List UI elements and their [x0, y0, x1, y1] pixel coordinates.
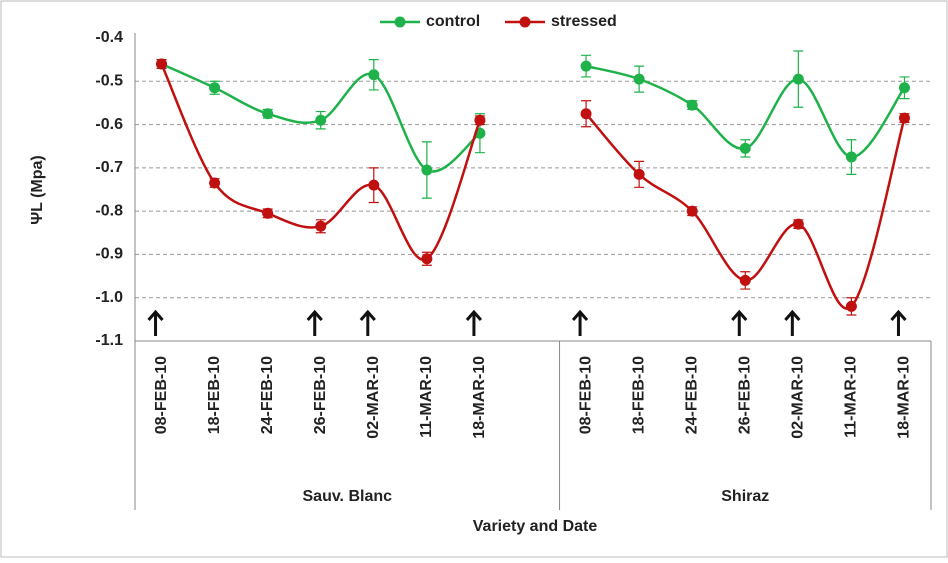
legend-label: stressed — [551, 13, 617, 30]
point — [686, 99, 698, 111]
y-tick-label: -0.4 — [95, 29, 123, 46]
x-axis-label: Variety and Date — [473, 518, 598, 535]
series-line — [585, 112, 906, 310]
legend-label: control — [426, 13, 480, 30]
point — [209, 177, 221, 189]
point — [368, 69, 380, 81]
point — [474, 114, 486, 126]
point — [633, 73, 645, 85]
point — [315, 220, 327, 232]
point — [686, 205, 698, 217]
point — [421, 253, 433, 265]
point — [315, 114, 327, 126]
point — [739, 274, 751, 286]
y-tick-label: -1.1 — [95, 332, 123, 349]
point — [792, 73, 804, 85]
x-tick-label: 26-FEB-10 — [312, 356, 329, 434]
x-tick-label: 26-FEB-10 — [736, 356, 753, 434]
y-tick-label: -0.7 — [95, 159, 123, 176]
point — [633, 168, 645, 180]
x-tick-label: 02-MAR-10 — [790, 356, 807, 439]
legend-marker — [394, 16, 406, 28]
point — [898, 112, 910, 124]
x-tick-label: 24-FEB-10 — [683, 356, 700, 434]
event-arrow — [731, 309, 748, 336]
point — [421, 164, 433, 176]
x-tick-label: 08-FEB-10 — [153, 356, 170, 434]
point — [262, 108, 274, 120]
event-arrow — [784, 309, 801, 336]
point — [792, 218, 804, 230]
event-arrow — [147, 309, 164, 336]
point — [845, 151, 857, 163]
y-axis-label: ΨL (Mpa) — [29, 155, 46, 225]
event-arrow — [465, 309, 483, 336]
x-tick-label: 18-FEB-10 — [630, 356, 647, 434]
point — [739, 142, 751, 154]
point — [898, 82, 910, 94]
event-arrow — [890, 309, 907, 336]
point — [156, 58, 168, 70]
event-arrow — [359, 309, 376, 336]
y-tick-label: -1.0 — [95, 289, 123, 306]
point — [262, 207, 274, 219]
x-tick-label: 18-FEB-10 — [206, 356, 223, 434]
event-arrow — [306, 309, 323, 336]
x-tick-label: 18-MAR-10 — [896, 356, 913, 439]
y-tick-label: -0.9 — [95, 246, 123, 263]
group-label: Sauv. Blanc — [303, 488, 393, 505]
event-arrow — [571, 309, 589, 336]
x-tick-label: 24-FEB-10 — [259, 356, 276, 434]
x-tick-label: 11-MAR-10 — [418, 356, 435, 438]
x-tick-label: 11-MAR-10 — [843, 356, 860, 438]
legend-marker — [519, 16, 531, 28]
point — [580, 108, 592, 120]
point — [209, 82, 221, 94]
x-tick-label: 08-FEB-10 — [577, 356, 594, 434]
x-tick-label: 18-MAR-10 — [471, 356, 488, 439]
y-tick-label: -0.6 — [95, 116, 123, 133]
point — [580, 60, 592, 72]
x-tick-label: 02-MAR-10 — [365, 356, 382, 439]
y-tick-label: -0.8 — [95, 202, 123, 219]
point — [845, 300, 857, 312]
group-label: Shiraz — [721, 488, 769, 505]
point — [368, 179, 380, 191]
y-tick-label: -0.5 — [95, 73, 123, 90]
